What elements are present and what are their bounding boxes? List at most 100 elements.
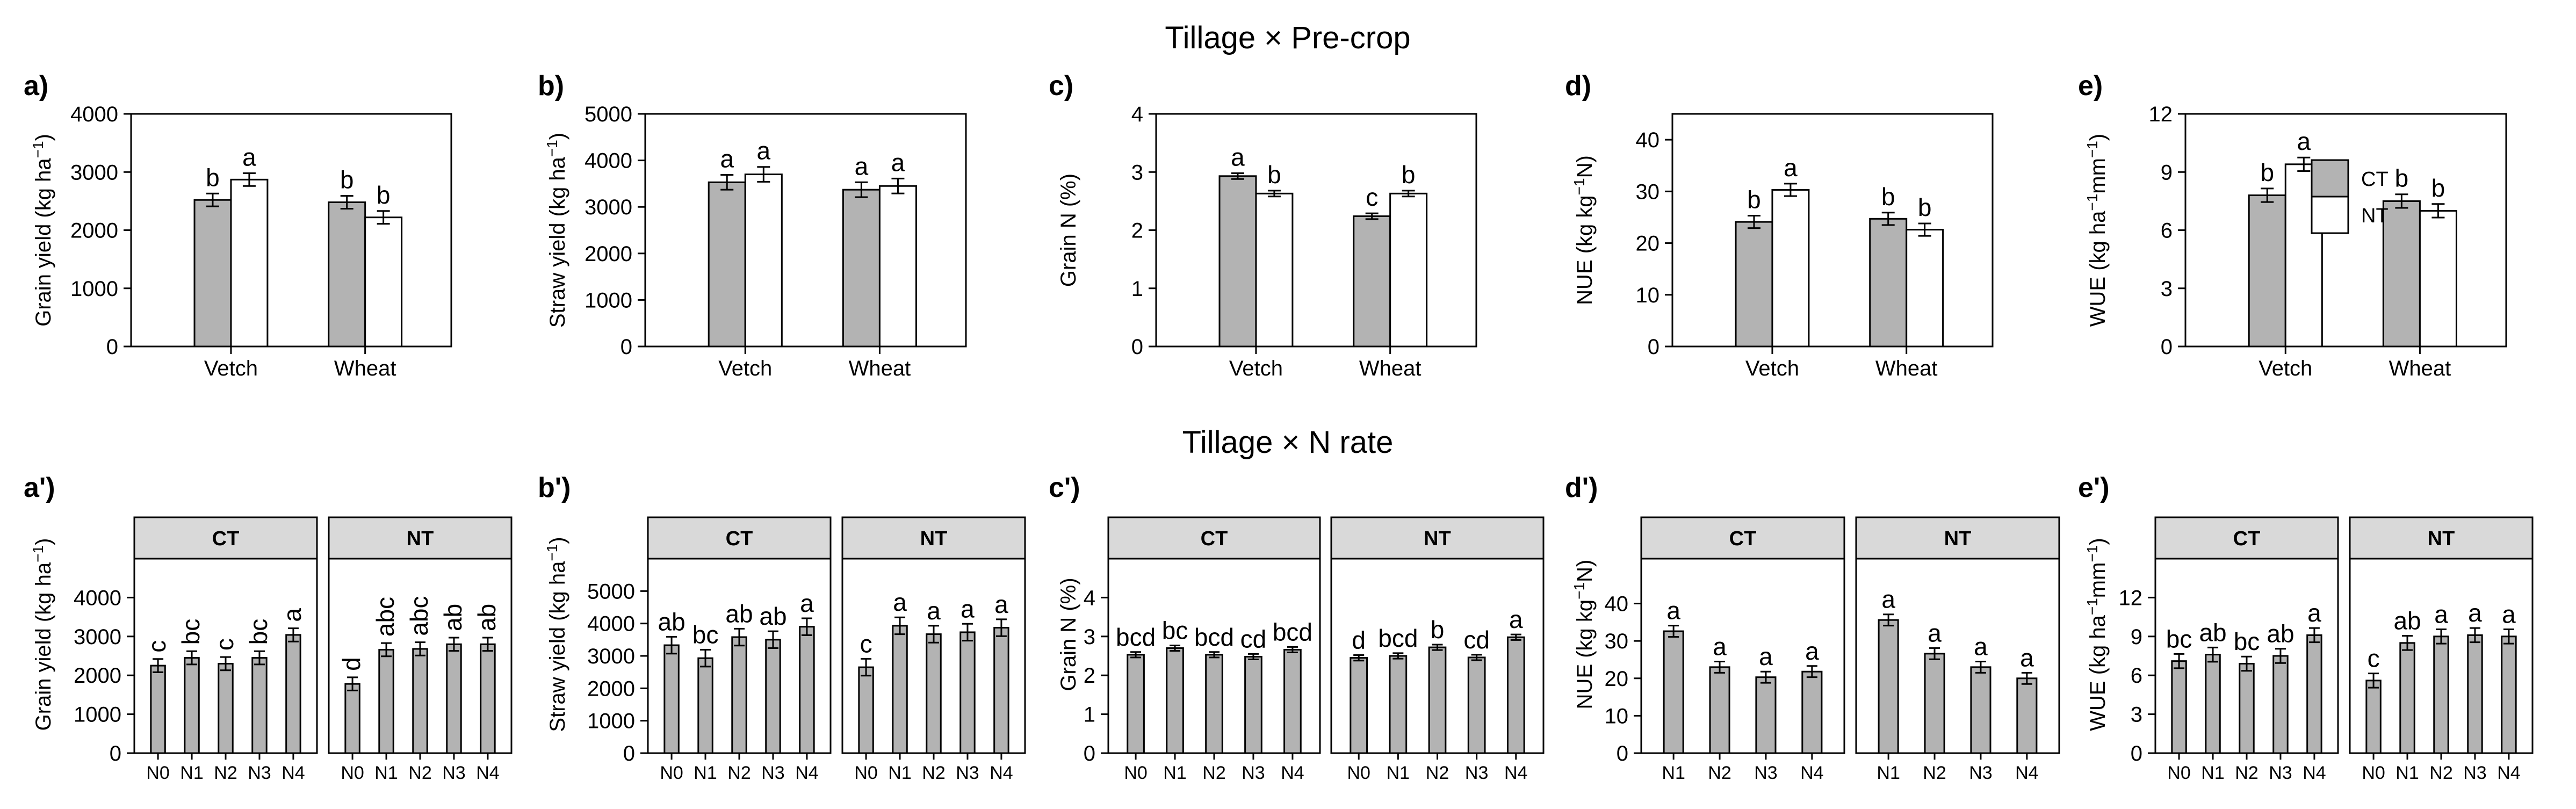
legend-swatch-nt <box>2311 196 2349 234</box>
x-tick-label: N1 <box>1387 763 1410 783</box>
significance-letter: d <box>1352 626 1366 654</box>
facet-nt: NT N0 d N1 bcd N2 b N3 cd N4 a <box>1330 516 1545 783</box>
bar-nt <box>1389 192 1428 348</box>
significance-letter: c <box>2368 645 2380 673</box>
significance-letter: bc <box>244 619 272 645</box>
facet-strip <box>328 516 513 560</box>
plot-frame <box>1640 558 1845 754</box>
bar <box>765 639 781 754</box>
y-axis-label: NUE (kg kg−1N) <box>1571 560 1597 710</box>
significance-letter: a <box>720 145 734 172</box>
significance-letter: b <box>1918 193 1932 221</box>
significance-letter: ab <box>439 604 467 631</box>
bar <box>731 636 747 754</box>
panel-label: c) <box>1049 70 1073 102</box>
facet-nt: NT N1 a N2 a N3 a N4 a <box>1855 516 2060 783</box>
y-tick-label: 1000 <box>74 703 121 727</box>
x-tick-label: N4 <box>2015 763 2038 783</box>
y-tick-label: 2 <box>1131 219 1143 243</box>
x-tick-label: N1 <box>1163 763 1186 783</box>
bar-ct <box>1353 215 1391 348</box>
significance-letter: a <box>2297 127 2311 155</box>
significance-letter: a <box>1509 605 1523 633</box>
x-tick-label: Vetch <box>204 357 258 380</box>
significance-letter: bcd <box>1273 618 1312 646</box>
x-tick-label: N0 <box>1347 763 1370 783</box>
bar <box>2272 655 2289 754</box>
x-tick-label: N3 <box>248 763 271 783</box>
y-tick-label: 12 <box>2149 103 2173 126</box>
panel-label: a') <box>24 472 55 503</box>
x-tick-label: N1 <box>374 763 398 783</box>
facet-ct: CT N0 bc N1 ab N2 bc N3 ab N4 a <box>2154 516 2339 783</box>
y-tick-label: 3 <box>1084 625 1095 649</box>
facet-nt: NT N0 d N1 abc N2 abc N3 ab N4 ab <box>328 516 513 783</box>
facet-ct: CT N1 a N2 a N3 a N4 a <box>1640 516 1845 783</box>
facet-strip <box>841 516 1026 560</box>
x-tick-label: Vetch <box>2258 357 2312 380</box>
x-tick-label: N0 <box>1124 763 1147 783</box>
significance-letter: a <box>927 597 941 625</box>
y-axis-label: Straw yield (kg ha−1) <box>544 537 569 732</box>
significance-letter: ab <box>2393 607 2421 635</box>
significance-letter: ab <box>2267 620 2294 648</box>
bar <box>480 643 496 754</box>
x-tick-label: Vetch <box>1745 357 1799 380</box>
bar <box>1467 656 1486 754</box>
bar <box>663 644 680 754</box>
y-tick-label: 4000 <box>585 149 632 173</box>
plot-frame <box>644 113 967 348</box>
x-tick-label: N2 <box>727 763 751 783</box>
facet-strip-label: NT <box>2428 528 2455 550</box>
y-axis-label: Straw yield (kg ha−1) <box>544 133 569 328</box>
bar <box>446 643 462 754</box>
x-tick-label: N2 <box>2235 763 2258 783</box>
significance-letter: cd <box>1463 626 1490 654</box>
facet-ct: CT N0 ab N1 bc N2 ab N3 ab N4 a <box>647 516 832 783</box>
y-tick-label: 6 <box>2161 219 2173 243</box>
y-tick-label: 0 <box>2131 742 2142 765</box>
significance-letter: ab <box>473 604 501 631</box>
bar <box>1205 654 1223 754</box>
x-tick-label: N4 <box>2497 763 2520 783</box>
y-tick-label: 3 <box>2131 703 2142 727</box>
x-tick-label: N3 <box>1754 763 1777 783</box>
significance-letter: a <box>961 595 975 623</box>
bar <box>1663 630 1684 754</box>
bar <box>285 634 301 754</box>
y-axis-label: NUE (kg kg−1N) <box>1571 155 1597 305</box>
x-tick-label: Vetch <box>718 357 772 380</box>
x-tick-label: N0 <box>854 763 877 783</box>
bar <box>1166 647 1184 754</box>
bar <box>2501 635 2517 754</box>
x-tick-label: N3 <box>442 763 465 783</box>
bar <box>1506 636 1525 754</box>
y-tick-label: 30 <box>1636 180 1660 204</box>
facet-strip-label: NT <box>1424 528 1451 550</box>
significance-letter: a <box>1666 597 1680 625</box>
y-tick-label: 10 <box>1636 284 1660 307</box>
y-tick-label: 3000 <box>585 196 632 219</box>
facet-strip <box>133 516 318 560</box>
bar <box>993 627 1009 754</box>
x-tick-label: N2 <box>2429 763 2452 783</box>
significance-letter: bcd <box>1194 623 1234 651</box>
y-tick-label: 0 <box>1617 742 1628 765</box>
significance-letter: a <box>1784 154 1798 182</box>
significance-letter: b <box>1881 183 1895 211</box>
y-tick-label: 4000 <box>70 103 118 126</box>
facet-nt: NT N0 c N1 a N2 a N3 a N4 a <box>841 516 1026 783</box>
bar <box>2365 680 2382 754</box>
bar <box>1878 619 1899 754</box>
y-tick-label: 1 <box>1084 703 1095 727</box>
facet-ct: CT N0 c N1 bc N2 c N3 bc N4 a <box>133 516 318 783</box>
significance-letter: a <box>278 608 306 622</box>
bar <box>184 657 200 754</box>
y-tick-label: 0 <box>1131 335 1143 359</box>
x-tick-label: N2 <box>408 763 431 783</box>
x-tick-label: Wheat <box>2389 357 2451 380</box>
significance-letter: b <box>1431 616 1445 644</box>
bar <box>2433 635 2449 754</box>
x-tick-label: N4 <box>282 763 305 783</box>
bar-ct <box>1218 175 1257 348</box>
